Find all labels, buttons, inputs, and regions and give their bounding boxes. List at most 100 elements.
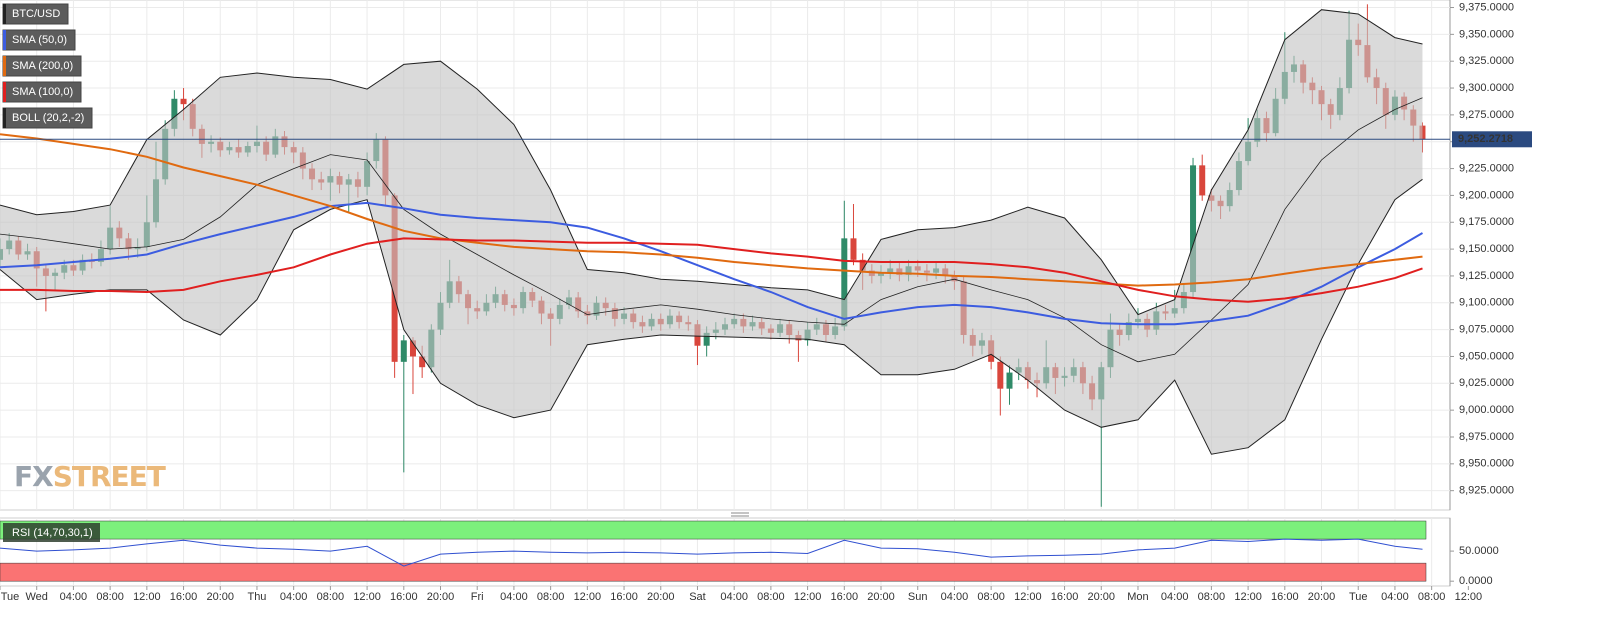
legend-swatch <box>3 4 6 24</box>
sma-line <box>0 133 1423 287</box>
rsi-line <box>0 538 1423 567</box>
candle-body <box>409 340 416 357</box>
y-tick-label: 9,375.0000 <box>1459 1 1514 13</box>
x-tick-label: 04:00 <box>60 591 88 603</box>
y-tick-label: 9,325.0000 <box>1459 55 1514 67</box>
current-price-label: 9,252.2718 <box>1458 133 1513 145</box>
y-tick-label: 9,100.0000 <box>1459 297 1514 309</box>
y-tick-label: 9,125.0000 <box>1459 270 1514 282</box>
legend-item: SMA (50,0) <box>2 29 76 51</box>
x-tick-label: Tue <box>1349 591 1368 603</box>
legend-swatch <box>3 30 6 50</box>
y-tick-label: 9,300.0000 <box>1459 82 1514 94</box>
x-tick-label: 20:00 <box>427 591 455 603</box>
x-tick-label: 20:00 <box>867 591 895 603</box>
candle-body <box>859 259 866 271</box>
y-tick-label: 9,275.0000 <box>1459 109 1514 121</box>
x-tick-label: 04:00 <box>1381 591 1409 603</box>
x-tick-label: 12:00 <box>794 591 822 603</box>
legend-box <box>3 523 100 542</box>
bollinger-upper <box>0 9 1423 316</box>
bollinger-middle <box>0 97 1423 363</box>
rsi-tick-label: 50.0000 <box>1459 545 1499 557</box>
x-tick-label: 12:00 <box>1014 591 1042 603</box>
legend-label: SMA (200,0) <box>12 60 73 72</box>
x-tick-label: Thu <box>247 591 266 603</box>
x-tick-label: 08:00 <box>1198 591 1226 603</box>
candle-body <box>850 238 857 260</box>
sma-line <box>0 237 1423 303</box>
y-tick-label: 9,075.0000 <box>1459 324 1514 336</box>
legend-item: BOLL (20,2,-2) <box>2 107 93 129</box>
x-tick-label: 08:00 <box>537 591 565 603</box>
x-tick-label: Tue <box>1 591 20 603</box>
watermark-street: STREET <box>53 460 166 493</box>
candle-body <box>997 361 1004 389</box>
candle-body <box>703 332 710 346</box>
x-tick-label: 20:00 <box>647 591 675 603</box>
candle-body <box>1190 165 1197 293</box>
legend-swatch <box>3 108 6 128</box>
y-tick-label: 9,175.0000 <box>1459 216 1514 228</box>
candle-body <box>419 356 426 368</box>
y-tick-label: 9,225.0000 <box>1459 162 1514 174</box>
x-tick-label: 20:00 <box>1308 591 1336 603</box>
x-tick-label: 12:00 <box>1234 591 1262 603</box>
x-tick-label: 04:00 <box>500 591 528 603</box>
y-tick-label: 9,150.0000 <box>1459 243 1514 255</box>
legend-item: BTC/USD <box>2 3 69 25</box>
x-tick-label: Wed <box>25 591 47 603</box>
sma-line <box>0 201 1424 326</box>
legend-label: SMA (100,0) <box>12 86 73 98</box>
candle-body <box>1006 372 1013 389</box>
rsi-upper-zone <box>0 520 1427 540</box>
x-tick-label: Sun <box>908 591 928 603</box>
x-tick-label: 12:00 <box>574 591 602 603</box>
y-tick-label: 9,050.0000 <box>1459 350 1514 362</box>
x-tick-label: 12:00 <box>133 591 161 603</box>
rsi-lower-zone <box>0 562 1427 582</box>
watermark-fx: FX <box>14 460 54 493</box>
legend-item: SMA (200,0) <box>2 55 82 77</box>
x-tick-label: 04:00 <box>1161 591 1189 603</box>
legend-swatch <box>3 56 6 76</box>
candle-body <box>171 98 178 129</box>
x-tick-label: 08:00 <box>757 591 785 603</box>
x-tick-label: 08:00 <box>317 591 345 603</box>
rsi-legend: RSI (14,70,30,1) <box>3 523 100 542</box>
x-tick-label: 08:00 <box>977 591 1005 603</box>
x-tick-label: 16:00 <box>390 591 418 603</box>
y-tick-label: 9,350.0000 <box>1459 28 1514 40</box>
y-tick-label: 9,025.0000 <box>1459 377 1514 389</box>
rsi-tick-label: 0.0000 <box>1459 575 1493 587</box>
x-tick-label: 08:00 <box>96 591 124 603</box>
x-tick-label: Mon <box>1127 591 1148 603</box>
x-tick-label: 20:00 <box>206 591 234 603</box>
x-tick-label: 16:00 <box>1271 591 1299 603</box>
y-tick-label: 9,200.0000 <box>1459 189 1514 201</box>
bollinger-lower <box>0 178 1423 455</box>
watermark: FXSTREET <box>14 460 166 493</box>
legend-item: SMA (100,0) <box>2 81 82 103</box>
x-tick-label: Sat <box>689 591 706 603</box>
x-tick-label: 16:00 <box>170 591 198 603</box>
x-tick-label: Fri <box>471 591 484 603</box>
legend-label: RSI (14,70,30,1) <box>12 527 93 539</box>
legend-label: BOLL (20,2,-2) <box>12 112 84 124</box>
y-tick-label: 8,925.0000 <box>1459 485 1514 497</box>
bollinger-band <box>0 9 1423 455</box>
y-tick-label: 8,975.0000 <box>1459 431 1514 443</box>
y-tick-label: 9,000.0000 <box>1459 404 1514 416</box>
candle-body <box>180 98 187 105</box>
x-tick-label: 12:00 <box>1455 591 1483 603</box>
pane-splitter[interactable] <box>731 512 749 517</box>
x-tick-label: 16:00 <box>610 591 638 603</box>
x-tick-label: 20:00 <box>1088 591 1116 603</box>
x-tick-label: 04:00 <box>941 591 969 603</box>
legend-label: SMA (50,0) <box>12 34 67 46</box>
x-tick-label: 08:00 <box>1418 591 1446 603</box>
candle-body <box>1199 165 1206 196</box>
current-price-box <box>1452 131 1532 148</box>
candle-body <box>841 238 848 327</box>
